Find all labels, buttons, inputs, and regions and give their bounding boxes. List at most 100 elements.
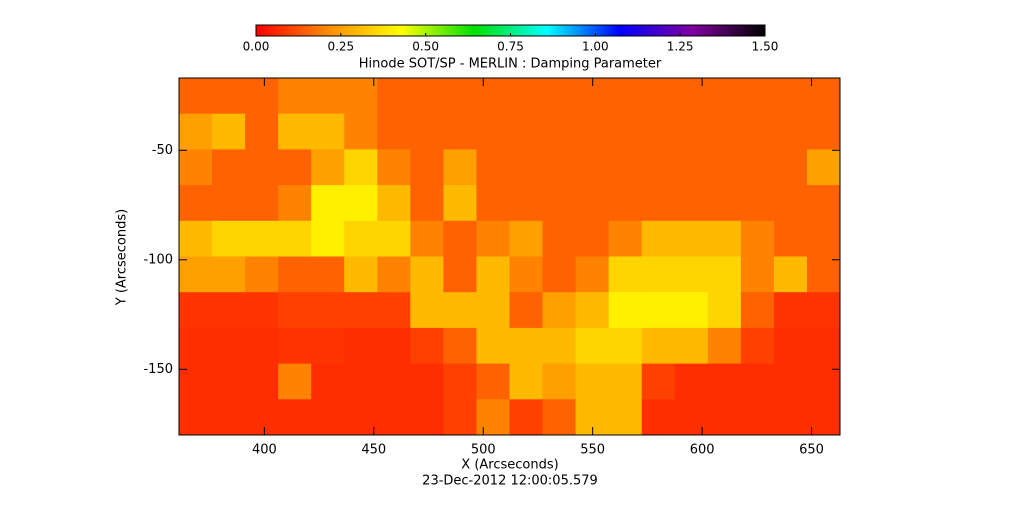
colorbar-segment	[373, 25, 377, 36]
heatmap-cell	[278, 149, 312, 186]
colorbar-segment	[451, 25, 456, 36]
colorbar-segment	[533, 25, 537, 36]
colorbar-segment	[640, 25, 644, 36]
colorbar-segment	[434, 25, 438, 36]
colorbar-segment	[497, 25, 501, 36]
heatmap-cell	[509, 78, 544, 115]
heatmap-cell	[443, 256, 477, 293]
colorbar-segment	[520, 25, 524, 36]
colorbar-segment	[739, 25, 743, 36]
heatmap-cell	[344, 256, 378, 293]
heatmap-cell	[641, 256, 676, 293]
heatmap-cell	[740, 149, 775, 186]
colorbar-segment	[625, 25, 629, 36]
colorbar-segment	[416, 25, 420, 36]
heatmap-cell	[509, 363, 544, 400]
colorbar-segment	[757, 25, 761, 36]
heatmap-cell	[179, 256, 213, 293]
heatmap-cell	[311, 363, 345, 400]
colorbar-segment	[319, 25, 323, 36]
colorbar-segment	[714, 25, 718, 36]
colorbar-segment	[658, 25, 662, 36]
heatmap-cell	[707, 78, 742, 115]
colorbar-segment	[591, 25, 595, 36]
heatmap-cell	[641, 113, 676, 150]
x-tick-label: 600	[690, 443, 715, 458]
colorbar-segment	[759, 25, 763, 36]
colorbar-segment	[510, 25, 514, 36]
colorbar-segment	[289, 25, 293, 36]
colorbar-segment	[482, 25, 486, 36]
heatmap-cell	[311, 327, 345, 365]
colorbar-segment	[464, 25, 468, 36]
heatmap-cell	[608, 399, 643, 436]
heatmap-cell	[212, 220, 246, 257]
colorbar-segment	[322, 25, 326, 36]
heatmap-cell	[806, 220, 841, 257]
heatmap-cell	[773, 256, 808, 293]
colorbar-segment	[541, 25, 545, 36]
y-tick-label: -100	[143, 252, 173, 267]
colorbar-segment	[309, 25, 313, 36]
colorbar-segment	[329, 25, 333, 36]
colorbar-segment	[306, 25, 310, 36]
colorbar-segment	[742, 25, 746, 36]
heatmap-cell	[278, 256, 312, 293]
colorbar-segment	[393, 25, 397, 36]
colorbar-segment	[431, 25, 435, 36]
colorbar-segment	[360, 25, 364, 36]
colorbar-segment	[553, 25, 557, 36]
heatmap-cell	[377, 220, 411, 257]
colorbar-segment	[696, 25, 700, 36]
colorbar-segment	[324, 25, 328, 36]
colorbar-tick-label: 0.50	[412, 40, 439, 54]
heatmap-cell	[740, 292, 775, 329]
heatmap-cell	[674, 113, 709, 150]
colorbar-segment	[395, 25, 400, 36]
colorbar-segment	[607, 25, 611, 36]
colorbar-segment	[693, 25, 697, 36]
colorbar-segment	[459, 25, 463, 36]
heatmap-cell	[674, 78, 709, 115]
colorbar-tick-label: 1.50	[752, 40, 779, 54]
colorbar-segment	[370, 25, 374, 36]
colorbar-segment	[485, 25, 489, 36]
colorbar-segment	[561, 25, 565, 36]
colorbar-segment	[709, 25, 713, 36]
colorbar-segment	[398, 25, 402, 36]
heatmap-cell	[377, 399, 411, 436]
heatmap-cell	[674, 149, 709, 186]
heatmap-cell	[179, 78, 213, 115]
colorbar-segment	[436, 25, 440, 36]
heatmap-cell	[740, 363, 775, 400]
heatmap-cell	[707, 327, 742, 365]
colorbar-segment	[574, 25, 578, 36]
colorbar-segment	[449, 25, 453, 36]
colorbar-segment	[530, 25, 534, 36]
colorbar-segment	[731, 25, 735, 36]
heatmap-cell	[245, 149, 279, 186]
colorbar-segment	[653, 25, 657, 36]
colorbar-segment	[635, 25, 639, 36]
colorbar-segment	[569, 25, 573, 36]
colorbar-segment	[390, 25, 394, 36]
colorbar-segment	[513, 25, 517, 36]
heatmap-cell	[575, 327, 610, 365]
colorbar-segment	[337, 25, 341, 36]
colorbar-segment	[551, 25, 555, 36]
colorbar-segment	[383, 25, 387, 36]
colorbar-segment	[647, 25, 651, 36]
colorbar-segment	[688, 25, 692, 36]
colorbar-segment	[563, 25, 567, 36]
heatmap-cell	[707, 220, 742, 257]
colorbar-segment	[505, 25, 509, 36]
x-tick-label: 500	[471, 443, 496, 458]
colorbar-segment	[299, 25, 303, 36]
colorbar-segment	[556, 25, 560, 36]
heatmap-cell	[707, 113, 742, 150]
colorbar-segment	[670, 25, 674, 36]
heatmap-cell	[773, 220, 808, 257]
heatmap-cell	[410, 113, 444, 150]
heatmap-cell	[245, 220, 279, 257]
colorbar-segment	[345, 25, 349, 36]
